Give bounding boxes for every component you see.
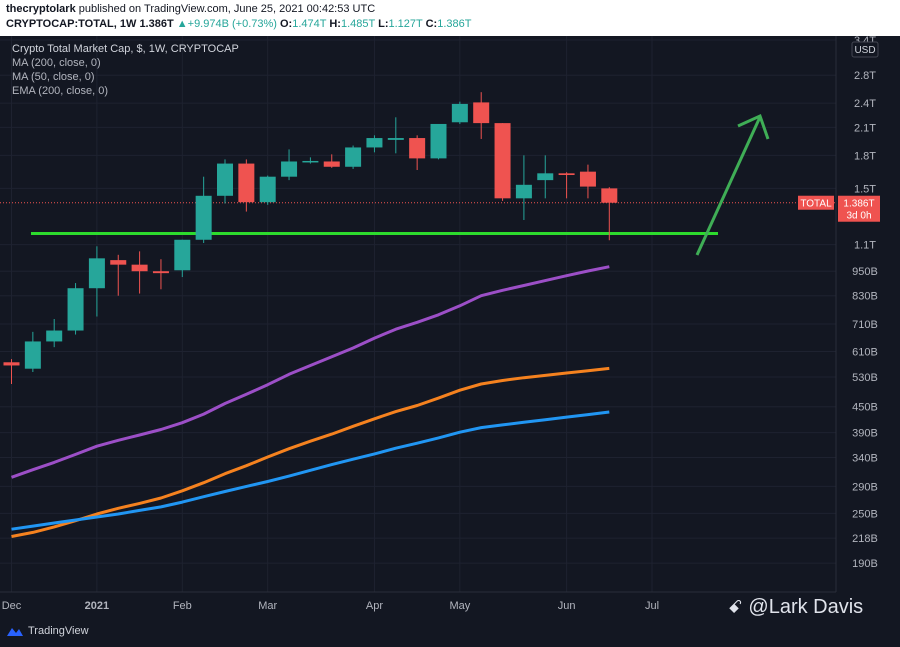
price-change: +9.974B (+0.73%) (187, 18, 277, 30)
y-tick-label: 218B (852, 533, 878, 545)
candle-body (88, 258, 105, 289)
watermark-text: @Lark Davis (748, 596, 864, 618)
y-tick-label: 390B (852, 428, 878, 440)
y-tick-label: 2.1T (854, 122, 876, 134)
candle-body (430, 123, 447, 159)
open-value: 1.474T (292, 18, 327, 30)
candle-body (302, 160, 319, 163)
y-tick-label: 950B (852, 266, 878, 278)
candle-body (195, 195, 212, 240)
ma-line-1 (11, 366, 610, 538)
x-tick-label: Jun (558, 600, 576, 612)
symbol-line: CRYPTOCAP:TOTAL, 1W 1.386T ▲+9.974B (+0.… (6, 18, 471, 30)
y-tick-label: 530B (852, 372, 878, 384)
x-tick-label: Mar (258, 600, 277, 612)
x-tick-label: Feb (173, 600, 192, 612)
candle-body (451, 103, 468, 123)
price-chart[interactable]: 3.4T2.8T2.4T2.1T1.8T1.5T1.1T950B830B710B… (0, 36, 900, 621)
candle-body (558, 173, 575, 175)
candle-body (366, 138, 383, 148)
low-value: 1.127T (388, 18, 423, 30)
legend-ma200[interactable]: MA (200, close, 0) (12, 57, 101, 69)
candle-body (281, 161, 298, 177)
y-tick-label: 250B (852, 508, 878, 520)
y-tick-label: 2.4T (854, 98, 876, 110)
y-tick-label: 290B (852, 481, 878, 493)
high-value: 1.485T (340, 18, 376, 30)
candle-body (238, 163, 255, 203)
arrow-head (737, 113, 770, 140)
ma-line-2 (11, 410, 610, 531)
candle-body (110, 260, 127, 265)
tradingview-label: TradingView (28, 625, 89, 637)
low-label: L: (378, 18, 389, 30)
candle-body (3, 362, 20, 366)
y-tick-label: 830B (852, 291, 878, 303)
candle-body (131, 264, 148, 272)
y-tick-label: 710B (852, 319, 878, 331)
candle-body (494, 123, 511, 199)
last-price: 1.386T (139, 18, 174, 30)
x-tick-label: 2021 (85, 600, 109, 612)
y-tick-label: 1.8T (854, 150, 876, 162)
x-tick-label: Dec (2, 600, 22, 612)
legend-ema200[interactable]: EMA (200, close, 0) (12, 85, 108, 97)
candle-body (259, 176, 276, 203)
swirl-icon: ꗃ (728, 597, 743, 617)
close-label: C: (425, 18, 438, 30)
candle-body (67, 288, 84, 331)
y-tick-label: 610B (852, 347, 878, 359)
high-label: H: (329, 18, 341, 30)
arrow-shaft (695, 116, 762, 256)
y-tick-label: 1.5T (854, 183, 876, 195)
y-tick-label: 2.8T (854, 70, 876, 82)
x-tick-label: Jul (645, 600, 659, 612)
close-value: 1.386T (437, 18, 472, 30)
candle-body (345, 147, 362, 167)
x-tick-label: May (449, 600, 470, 612)
candle-body (387, 138, 404, 140)
author-name[interactable]: thecryptolark (6, 3, 76, 15)
candle-body (537, 173, 554, 181)
plot-background (0, 36, 900, 621)
footer: TradingView (0, 621, 900, 647)
currency-label: USD (854, 45, 875, 56)
price-tag (838, 195, 880, 222)
open-label: O: (280, 18, 293, 30)
ma-line-0 (10, 265, 610, 479)
symbol-tag-label: TOTAL (800, 199, 832, 210)
candle-body (515, 184, 532, 199)
y-tick-label: 190B (852, 558, 878, 570)
y-tick-label: 340B (852, 453, 878, 465)
symbol-tag (798, 195, 834, 210)
candle-body (601, 188, 618, 203)
candle-body (579, 171, 596, 187)
candle-body (152, 271, 169, 274)
publish-line: thecryptolark published on TradingView.c… (6, 3, 375, 15)
legend-ma50[interactable]: MA (50, close, 0) (12, 71, 95, 83)
legend-title[interactable]: Crypto Total Market Cap, $, 1W, CRYPTOCA… (12, 43, 239, 55)
price-tag-value: 1.386T (843, 199, 874, 210)
currency-box (851, 41, 879, 58)
y-tick-label: 450B (852, 402, 878, 414)
tradingview-brand[interactable]: TradingView (6, 625, 89, 637)
tradingview-logo-icon (7, 628, 23, 636)
candle-body (46, 330, 63, 342)
chart-legend: Crypto Total Market Cap, $, 1W, CRYPTOCA… (12, 42, 239, 98)
candle-body (217, 163, 233, 196)
x-tick-label: Apr (366, 600, 383, 612)
publish-info: published on TradingView.com, June 25, 2… (75, 3, 376, 15)
y-tick-label: 1.1T (854, 240, 876, 252)
candle-body (24, 341, 41, 369)
symbol-name: CRYPTOCAP:TOTAL, 1W (6, 18, 137, 30)
price-tag-countdown: 3d 0h (846, 211, 871, 222)
candle-body (323, 161, 340, 167)
up-triangle-icon: ▲ (176, 18, 188, 30)
candle-body (409, 138, 426, 159)
candle-body (473, 102, 490, 124)
watermark: ꗃ @Lark Davis (728, 596, 863, 619)
chart-header: thecryptolark published on TradingView.c… (0, 0, 900, 36)
chart-area[interactable]: 3.4T2.8T2.4T2.1T1.8T1.5T1.1T950B830B710B… (0, 36, 900, 621)
candle-body (174, 239, 191, 271)
